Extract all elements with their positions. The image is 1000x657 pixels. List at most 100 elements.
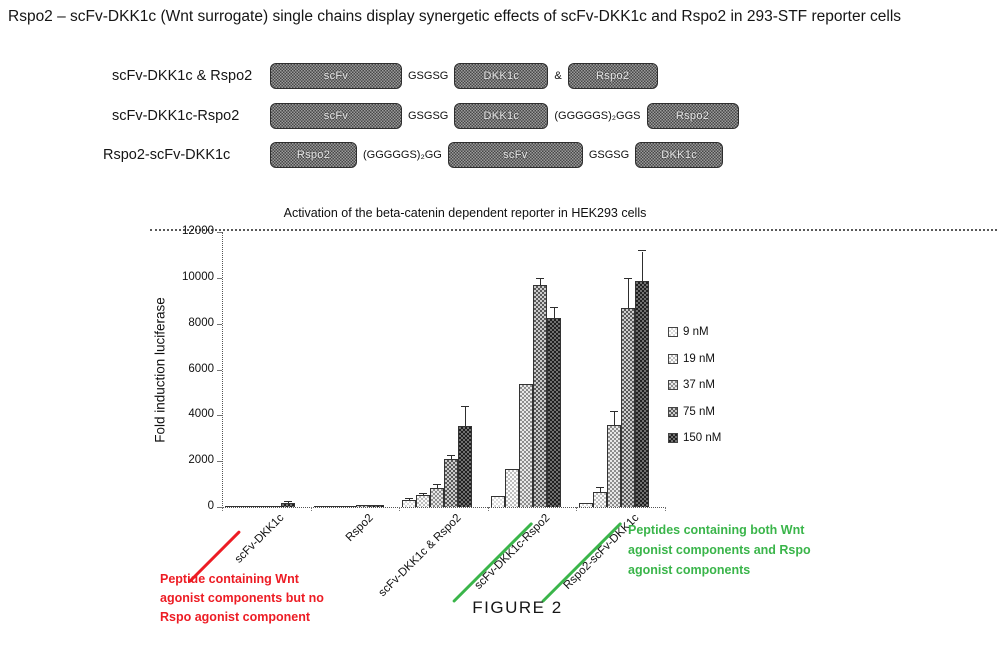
bar [518, 384, 533, 507]
bar [327, 505, 342, 507]
legend-label: 37 nM [683, 379, 715, 392]
bar [267, 506, 281, 507]
y-tick-mark [217, 507, 222, 508]
y-tick-label: 0 [207, 500, 214, 512]
bar [341, 505, 356, 507]
construct-diagram: scFv-DKK1c & Rspo2 scFv GSGSG DKK1c & Rs… [0, 62, 1000, 182]
error-bar-cap [549, 307, 558, 309]
construct-row: Rspo2-scFv-DKK1c Rspo2 (GGGGGS)₂GG scFv … [0, 141, 1000, 169]
legend-swatch-icon [668, 406, 678, 417]
domain-box-rspo2: Rspo2 [567, 63, 658, 89]
linker-text: GSGSG [408, 110, 449, 122]
dotted-top-rule [150, 229, 997, 231]
error-bar-stem [423, 493, 425, 496]
category-underline [452, 521, 534, 604]
y-tick-label: 2000 [188, 454, 214, 467]
construct-label: scFv-DKK1c-Rspo2 [112, 108, 240, 124]
error-bar-cap [596, 487, 605, 489]
bar [621, 307, 636, 507]
y-tick-mark [217, 323, 222, 325]
y-tick-label: 12000 [182, 225, 214, 237]
construct-row: scFv-DKK1c & Rspo2 scFv GSGSG DKK1c & Rs… [0, 62, 1000, 90]
x-tick-mark [665, 507, 666, 511]
error-bar-cap [638, 250, 647, 252]
bar [281, 503, 295, 507]
bar [490, 495, 505, 507]
legend-swatch-icon [668, 433, 678, 444]
error-bar-cap [433, 484, 442, 485]
x-category-label: scFv-DKK1c & Rspo2 [376, 512, 464, 600]
annotation-wnt-only: Peptide containing Wnt agonist component… [160, 572, 324, 624]
annotation-wnt-and-rspo: Peptides containing both Wnt agonist com… [628, 523, 811, 577]
x-tick-mark [222, 507, 223, 511]
x-category-label: scFv-DKK1c-Rspo2 [472, 512, 553, 592]
error-bar-stem [642, 251, 644, 282]
domain-box-dkk1c: DKK1c [635, 142, 724, 168]
x-tick-mark [487, 507, 489, 511]
bar-chart-plot-area [222, 232, 666, 508]
bar [546, 317, 561, 507]
figure-title: Rspo2 – scFv-DKK1c (Wnt surrogate) singl… [8, 8, 902, 25]
bar [607, 424, 622, 507]
legend-swatch-icon [668, 327, 678, 337]
construct-label: Rspo2-scFv-DKK1c [103, 147, 231, 163]
bar [504, 468, 519, 507]
bar [430, 488, 445, 507]
legend-item: 37 nM [668, 378, 715, 392]
construct-segments: Rspo2 (GGGGGS)₂GG scFv GSGSG DKK1c [270, 141, 724, 169]
y-tick-mark [217, 369, 222, 371]
bar [239, 506, 253, 507]
bar [416, 495, 431, 507]
bar [444, 458, 459, 507]
error-bar-stem [628, 278, 630, 308]
error-bar-stem [288, 502, 289, 504]
domain-box-rspo2: Rspo2 [270, 142, 357, 168]
error-bar-stem [437, 485, 439, 489]
legend-swatch-icon [668, 353, 678, 364]
bar [369, 504, 384, 507]
bar [532, 284, 547, 507]
y-tick-mark [217, 277, 222, 279]
domain-box-dkk1c: DKK1c [454, 103, 549, 129]
bar [253, 506, 267, 507]
error-bar-cap [284, 501, 292, 503]
legend-label: 150 nM [683, 432, 722, 445]
error-bar-stem [539, 278, 541, 285]
error-bar-cap [624, 277, 633, 279]
bar [402, 500, 417, 507]
legend-item: 150 nM [668, 431, 721, 445]
chart-title: Activation of the beta-catenin dependent… [283, 206, 647, 220]
domain-box-scfv: scFv [270, 103, 402, 129]
bar [355, 505, 370, 507]
error-bar-cap [419, 492, 428, 494]
y-tick-mark [217, 232, 222, 233]
figure-caption: FIGURE 2 [472, 598, 563, 617]
legend-item: 9 nM [668, 325, 709, 339]
ampersand-text: & [554, 70, 562, 82]
linker-text: (GGGGGS)₂GG [363, 149, 442, 161]
error-bar-stem [451, 456, 453, 459]
y-tick-label: 8000 [188, 316, 214, 329]
bar [635, 281, 650, 507]
domain-box-dkk1c: DKK1c [454, 63, 549, 89]
linker-text: (GGGGGS)₂GGS [554, 110, 641, 122]
x-tick-mark [310, 507, 312, 511]
construct-row: scFv-DKK1c-Rspo2 scFv GSGSG DKK1c (GGGGG… [0, 102, 1000, 130]
legend-label: 75 nM [683, 405, 715, 418]
error-bar-cap [535, 277, 544, 279]
construct-segments: scFv GSGSG DKK1c (GGGGGS)₂GGS Rspo2 [270, 102, 739, 130]
y-tick-label: 10000 [182, 270, 214, 283]
legend-item: 75 nM [668, 405, 715, 419]
bar [313, 506, 328, 507]
x-category-label: scFv-DKK1c [233, 512, 287, 566]
x-tick-mark [576, 507, 578, 511]
error-bar-stem [614, 411, 616, 425]
category-underline [541, 521, 623, 604]
error-bar-cap [405, 497, 414, 499]
bar [579, 502, 594, 507]
construct-segments: scFv GSGSG DKK1c & Rspo2 [270, 62, 658, 90]
bar [593, 492, 608, 507]
error-bar-stem [465, 406, 467, 426]
legend-item: 19 nM [668, 352, 715, 366]
